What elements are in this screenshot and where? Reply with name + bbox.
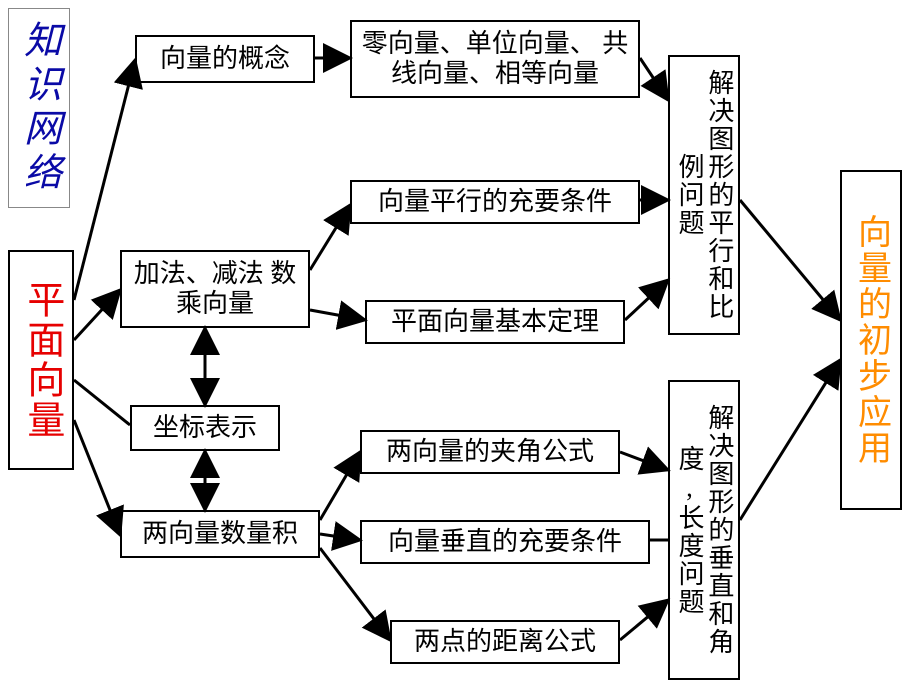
node-dot-product: 两向量数量积	[120, 510, 320, 558]
node-distance-formula: 两点的距离公式	[390, 620, 620, 664]
node-application: 向量的初步应用	[840, 170, 902, 510]
arrows-layer	[0, 0, 920, 690]
node-operations: 加法、减法 数乘向量	[120, 250, 310, 328]
node-angle-formula: 两向量的夹角公式	[360, 430, 620, 474]
node-parallel-problems: 解决图形的平行和比例问题	[668, 55, 740, 335]
node-perpendicular-problems: 解决图形的垂直和角度,长度问题	[668, 380, 740, 680]
node-vector-types: 零向量、单位向量、 共线向量、相等向量	[350, 20, 640, 98]
root-plane-vector: 平面向量	[8, 250, 74, 470]
title-knowledge-network: 知识网络	[8, 8, 70, 208]
node-basic-theorem: 平面向量基本定理	[365, 300, 625, 344]
node-concept: 向量的概念	[135, 35, 315, 83]
node-parallel-condition: 向量平行的充要条件	[350, 180, 640, 224]
node-coordinate: 坐标表示	[130, 405, 280, 451]
node-perpendicular-condition: 向量垂直的充要条件	[360, 520, 650, 564]
